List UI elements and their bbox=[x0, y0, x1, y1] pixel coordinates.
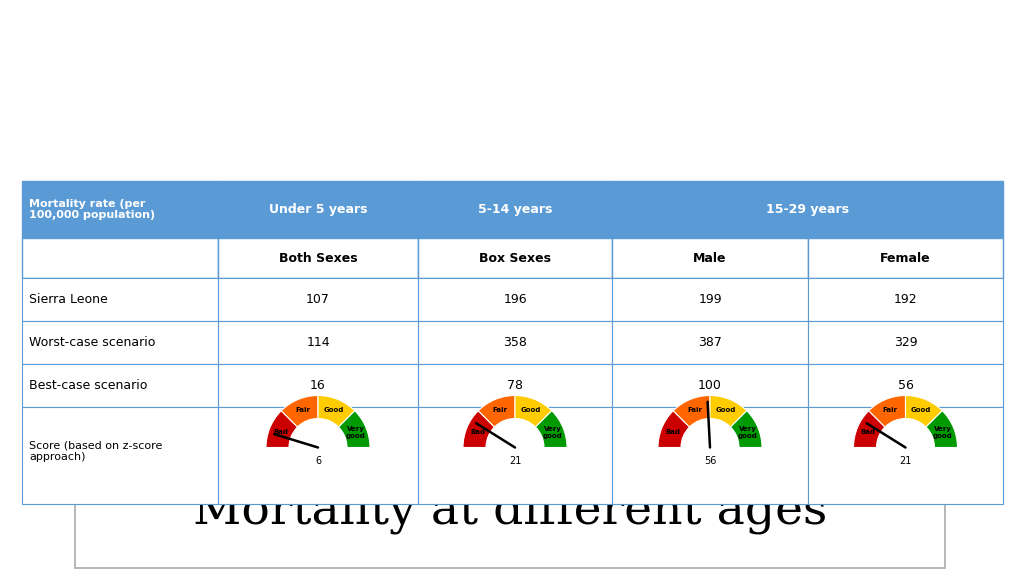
Wedge shape bbox=[463, 411, 495, 448]
Bar bbox=[808, 278, 1002, 321]
Text: Fair: Fair bbox=[295, 407, 310, 413]
Text: 329: 329 bbox=[894, 336, 918, 349]
Text: 192: 192 bbox=[894, 293, 918, 306]
Bar bbox=[218, 181, 418, 238]
Text: 56: 56 bbox=[898, 379, 913, 392]
Bar bbox=[22, 364, 218, 407]
Wedge shape bbox=[282, 396, 318, 427]
Bar bbox=[218, 278, 418, 321]
Text: Female: Female bbox=[881, 252, 931, 264]
Bar bbox=[22, 278, 218, 321]
Wedge shape bbox=[318, 396, 354, 427]
Text: 5-14 years: 5-14 years bbox=[478, 203, 552, 216]
Bar bbox=[612, 238, 808, 278]
Wedge shape bbox=[536, 411, 567, 448]
Wedge shape bbox=[868, 396, 905, 427]
Text: 100: 100 bbox=[698, 379, 722, 392]
Text: 387: 387 bbox=[698, 336, 722, 349]
Bar bbox=[612, 181, 1002, 238]
Text: 78: 78 bbox=[507, 379, 523, 392]
Bar bbox=[22, 407, 218, 504]
Text: 196: 196 bbox=[503, 293, 526, 306]
Text: 114: 114 bbox=[306, 336, 330, 349]
Text: Good: Good bbox=[910, 407, 931, 413]
Text: 15-29 years: 15-29 years bbox=[766, 203, 849, 216]
Text: Mortality rate (per
100,000 population): Mortality rate (per 100,000 population) bbox=[29, 199, 155, 220]
Bar bbox=[218, 238, 418, 278]
Text: Best-case scenario: Best-case scenario bbox=[29, 379, 147, 392]
Bar bbox=[808, 238, 1002, 278]
Text: Very
good: Very good bbox=[737, 426, 758, 438]
Text: 199: 199 bbox=[698, 293, 722, 306]
Text: 21: 21 bbox=[899, 456, 911, 466]
Wedge shape bbox=[853, 411, 885, 448]
Wedge shape bbox=[730, 411, 762, 448]
Bar bbox=[612, 364, 808, 407]
Text: Very
good: Very good bbox=[543, 426, 562, 438]
Bar bbox=[218, 321, 418, 364]
Bar bbox=[612, 278, 808, 321]
Bar bbox=[22, 321, 218, 364]
Text: 107: 107 bbox=[306, 293, 330, 306]
Bar bbox=[22, 181, 218, 238]
Text: Fair: Fair bbox=[687, 407, 702, 413]
Text: Male: Male bbox=[693, 252, 727, 264]
Text: Very
good: Very good bbox=[933, 426, 952, 438]
Bar bbox=[75, 453, 945, 568]
Text: Fair: Fair bbox=[883, 407, 897, 413]
Bar bbox=[418, 278, 612, 321]
Wedge shape bbox=[658, 411, 689, 448]
Bar bbox=[418, 238, 612, 278]
Bar bbox=[22, 238, 218, 278]
Wedge shape bbox=[673, 396, 710, 427]
Text: Fair: Fair bbox=[492, 407, 507, 413]
Wedge shape bbox=[478, 396, 515, 427]
Text: Under 5 years: Under 5 years bbox=[268, 203, 368, 216]
Bar bbox=[418, 181, 612, 238]
Text: Very
good: Very good bbox=[345, 426, 366, 438]
Text: Both Sexes: Both Sexes bbox=[279, 252, 357, 264]
Bar bbox=[418, 321, 612, 364]
Text: Sierra Leone: Sierra Leone bbox=[29, 293, 108, 306]
Bar bbox=[218, 364, 418, 407]
Text: Mortality at different ages: Mortality at different ages bbox=[193, 487, 827, 534]
Text: 16: 16 bbox=[310, 379, 326, 392]
Text: Box Sexes: Box Sexes bbox=[479, 252, 551, 264]
Bar bbox=[218, 407, 418, 504]
Text: Score (based on z-score
approach): Score (based on z-score approach) bbox=[29, 441, 163, 463]
Text: Bad: Bad bbox=[860, 429, 876, 435]
Bar bbox=[612, 321, 808, 364]
Wedge shape bbox=[339, 411, 370, 448]
Text: Good: Good bbox=[324, 407, 344, 413]
Text: Bad: Bad bbox=[273, 429, 288, 435]
Bar bbox=[808, 407, 1002, 504]
Text: Bad: Bad bbox=[665, 429, 680, 435]
Wedge shape bbox=[926, 411, 957, 448]
Text: 358: 358 bbox=[503, 336, 527, 349]
Text: 21: 21 bbox=[509, 456, 521, 466]
Bar bbox=[418, 407, 612, 504]
Bar bbox=[808, 364, 1002, 407]
Bar bbox=[808, 321, 1002, 364]
Wedge shape bbox=[710, 396, 746, 427]
Bar bbox=[612, 407, 808, 504]
Text: Good: Good bbox=[520, 407, 541, 413]
Text: Bad: Bad bbox=[470, 429, 485, 435]
Text: Worst-case scenario: Worst-case scenario bbox=[29, 336, 156, 349]
Wedge shape bbox=[905, 396, 942, 427]
Text: 56: 56 bbox=[703, 456, 716, 466]
Wedge shape bbox=[515, 396, 552, 427]
Text: Good: Good bbox=[716, 407, 735, 413]
Text: 6: 6 bbox=[315, 456, 322, 466]
Bar bbox=[418, 364, 612, 407]
Wedge shape bbox=[266, 411, 298, 448]
